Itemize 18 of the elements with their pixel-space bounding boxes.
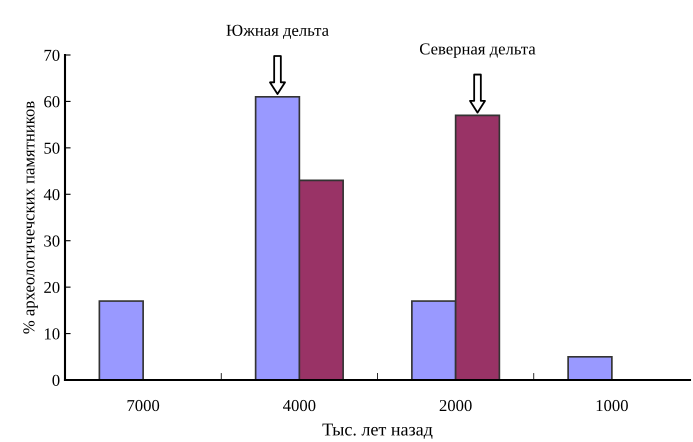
- x-tick-label: 7000: [128, 400, 160, 412]
- bar: [567, 356, 613, 380]
- y-tick-label: 20: [44, 282, 60, 294]
- y-tick-label: 10: [44, 328, 60, 340]
- x-tick-label: 1000: [596, 400, 628, 412]
- y-tick-label: 50: [44, 142, 60, 154]
- y-tick-label: 0: [52, 374, 60, 386]
- y-tick-label: 70: [44, 50, 60, 61]
- y-axis-title: % археологичечских памятников: [23, 101, 38, 334]
- y-tick-label: 40: [44, 188, 60, 200]
- y-tick-label: 60: [44, 96, 60, 108]
- y-tick-label: 30: [44, 235, 60, 247]
- x-tick-label: 2000: [440, 400, 472, 412]
- bar: [98, 300, 144, 380]
- annotation: Северная дельта: [420, 43, 536, 58]
- x-axis-title: Тыс. лет назад: [322, 424, 432, 439]
- x-tick-label: 4000: [283, 400, 316, 412]
- text: Южная дельта: [226, 24, 329, 40]
